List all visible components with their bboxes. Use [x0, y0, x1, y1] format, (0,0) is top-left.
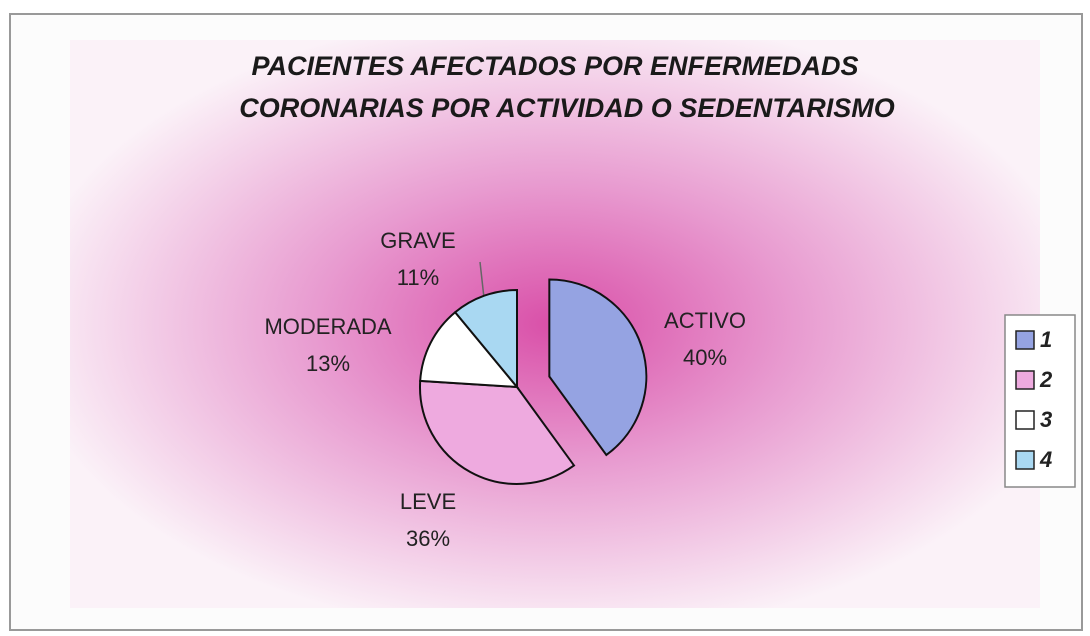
value-label: 36% [406, 526, 450, 551]
chart-title: CORONARIAS POR ACTIVIDAD O SEDENTARISMO [239, 93, 895, 123]
legend-swatch [1015, 450, 1035, 470]
legend-label: 3 [1040, 407, 1052, 432]
category-label: LEVE [400, 489, 456, 514]
category-label: GRAVE [380, 228, 455, 253]
legend-label: 4 [1039, 447, 1052, 472]
legend-swatch [1015, 330, 1035, 350]
chart-title: PACIENTES AFECTADOS POR ENFERMEDADS [251, 51, 858, 81]
pie-slice [548, 278, 648, 457]
pie-slice [419, 379, 576, 485]
legend-swatch [1015, 370, 1035, 390]
pie-slice [453, 288, 518, 390]
legend-label: 1 [1040, 327, 1052, 352]
pie-slice [419, 310, 520, 389]
legend-swatch [1015, 410, 1035, 430]
legend-label: 2 [1039, 367, 1053, 392]
category-label: MODERADA [264, 314, 391, 339]
category-label: ACTIVO [664, 308, 746, 333]
leader-line [479, 261, 485, 299]
value-label: 13% [306, 351, 350, 376]
value-label: 40% [683, 345, 727, 370]
value-label: 11% [397, 265, 439, 290]
